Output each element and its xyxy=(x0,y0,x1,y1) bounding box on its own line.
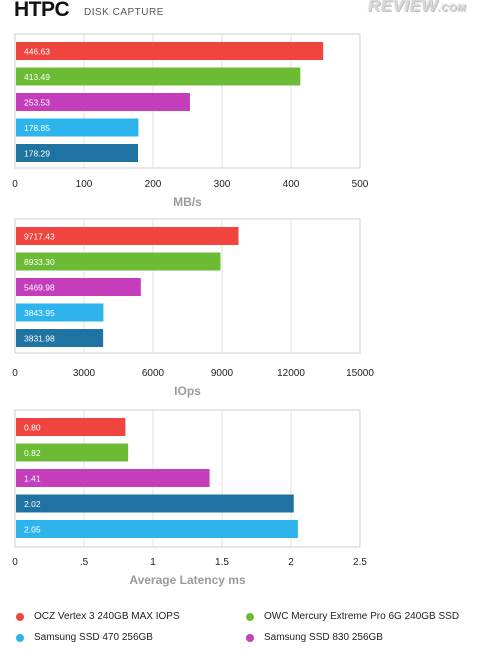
bar-value-label: 8933.30 xyxy=(24,257,55,267)
bar-value-label: 0.80 xyxy=(24,423,41,433)
bar-value-label: 2.05 xyxy=(24,525,41,535)
bar xyxy=(16,144,139,162)
x-tick-label: 500 xyxy=(352,179,369,190)
bar-chart-2: 0 3000 6000 9000 12000 15000 9717.43 8933.30 546… xyxy=(12,218,374,398)
charts-canvas: 0 100 200 300 400 500446.63413.49253.53178.85… xyxy=(12,33,374,587)
bar-value-label: 3831.98 xyxy=(24,334,55,344)
bar xyxy=(16,93,190,111)
bar-value-label: 5469.98 xyxy=(24,283,55,293)
x-tick-label: 0 xyxy=(12,179,18,190)
bar xyxy=(16,67,301,86)
x-axis-label: MB/s xyxy=(173,195,202,209)
bar-value-label: 2.02 xyxy=(24,499,41,509)
logo-suffix: .COM xyxy=(437,3,466,14)
x-tick-label: 100 xyxy=(76,179,93,190)
legend: OCZ Vertex 3 240GB MAX IOPS OWC Mercury … xyxy=(14,610,474,646)
x-axis-label: IOps xyxy=(174,384,201,398)
bar-value-label: 1.41 xyxy=(24,474,41,484)
bar-value-label: 3843.95 xyxy=(24,308,55,318)
x-tick-label: 1.5 xyxy=(215,557,229,568)
site-logo: REVIEW.COM xyxy=(368,0,466,16)
x-tick-label: .5 xyxy=(80,557,89,568)
bar-value-label: 178.29 xyxy=(24,149,50,159)
bar xyxy=(16,418,126,436)
x-tick-label: 3000 xyxy=(73,368,96,379)
bar xyxy=(16,494,294,513)
bar-value-label: 0.82 xyxy=(24,448,41,458)
legend-dot-icon xyxy=(16,613,24,621)
bar-chart-3: 0 .5 1 1.5 2 2.5 0.80 0.82 1.41 2.02 2.05 Average L… xyxy=(12,409,367,587)
bar-value-label: 178.85 xyxy=(24,123,50,133)
page-subtitle: DISK CAPTURE xyxy=(84,7,164,18)
bar xyxy=(16,252,221,271)
x-tick-label: 0 xyxy=(12,557,18,568)
legend-dot-icon xyxy=(246,613,254,621)
header: HTPC DISK CAPTURE REVIEW.COM xyxy=(14,0,466,24)
bar xyxy=(16,469,210,487)
bar xyxy=(16,443,129,462)
bar xyxy=(16,520,298,538)
legend-label: Samsung SSD 830 256GB xyxy=(264,632,383,643)
bar-value-label: 446.63 xyxy=(24,47,50,57)
x-tick-label: 12000 xyxy=(277,368,305,379)
x-tick-label: 9000 xyxy=(211,368,234,379)
x-tick-label: 2.5 xyxy=(353,557,367,568)
x-tick-label: 6000 xyxy=(142,368,165,379)
bar xyxy=(16,118,139,137)
bar xyxy=(16,303,104,322)
bar-value-label: 413.49 xyxy=(24,72,50,82)
x-tick-label: 300 xyxy=(214,179,231,190)
legend-dot-icon xyxy=(246,634,254,642)
x-tick-label: 400 xyxy=(283,179,300,190)
x-tick-label: 1 xyxy=(150,557,156,568)
bar-chart-1: 0 100 200 300 400 500 446.63 413.49 253.53 178.85… xyxy=(12,33,369,209)
bar-value-label: 9717.43 xyxy=(24,232,55,242)
logo-main: REVIEW xyxy=(367,0,438,15)
legend-label: OWC Mercury Extreme Pro 6G 240GB SSD xyxy=(264,611,460,622)
bar xyxy=(16,227,239,245)
x-tick-label: 0 xyxy=(12,368,18,379)
bar xyxy=(16,329,104,347)
x-tick-label: 200 xyxy=(145,179,162,190)
x-axis-label: Average Latency ms xyxy=(129,573,246,587)
bar xyxy=(16,278,141,296)
page-title: HTPC xyxy=(14,0,70,21)
bar xyxy=(16,42,324,60)
bar-value-label: 253.53 xyxy=(24,98,50,108)
legend-dot-icon xyxy=(16,634,24,642)
legend-label: Samsung SSD 470 256GB xyxy=(34,632,153,643)
x-tick-label: 2 xyxy=(288,557,294,568)
legend-label: OCZ Vertex 3 240GB MAX IOPS xyxy=(34,611,180,622)
x-tick-label: 15000 xyxy=(346,368,374,379)
